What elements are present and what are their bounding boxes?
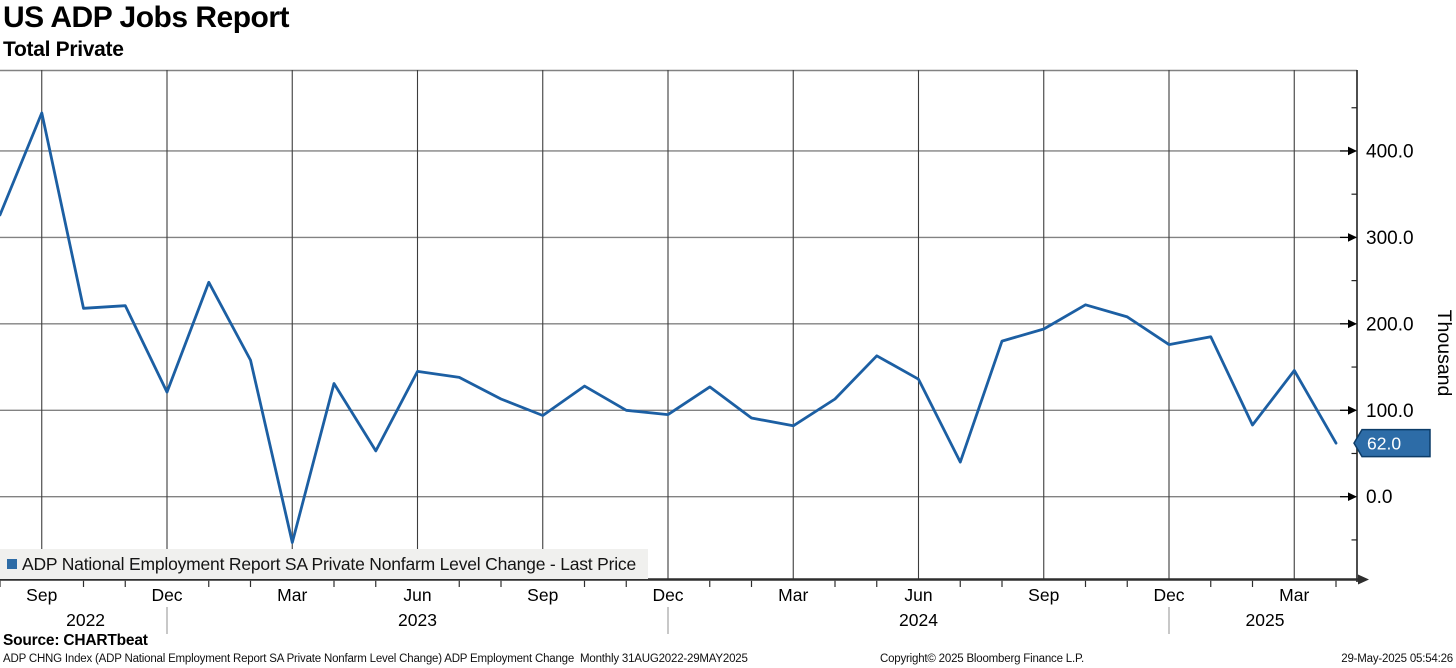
x-axis-month-label: Sep <box>26 585 57 605</box>
source-label: Source: CHARTbeat <box>3 632 148 649</box>
page-title: US ADP Jobs Report <box>3 1 290 34</box>
y-axis-tick-label: 0.0 <box>1366 487 1392 508</box>
footer-ticker-description: ADP CHNG Index (ADP National Employment … <box>3 653 748 665</box>
page-subtitle: Total Private <box>3 38 124 61</box>
x-axis-month-label: Jun <box>403 585 431 605</box>
x-axis-month-label: Dec <box>151 585 182 605</box>
x-axis-month-label: Mar <box>778 585 808 605</box>
x-axis-year-label: 2024 <box>899 610 938 630</box>
footer-copyright: Copyright© 2025 Bloomberg Finance L.P. <box>880 653 1084 665</box>
x-axis-year-label: 2022 <box>66 610 105 630</box>
legend-series-marker-icon <box>7 559 17 569</box>
y-axis-tick-label: 100.0 <box>1366 401 1414 422</box>
x-axis-month-label: Sep <box>527 585 558 605</box>
y-axis-tick-arrow-icon <box>1348 233 1357 242</box>
y-axis-tick-arrow-icon <box>1348 319 1357 329</box>
last-price-label: 62.0 <box>1367 434 1401 454</box>
x-axis-month-label: Mar <box>1279 585 1309 605</box>
x-axis-month-label: Mar <box>277 585 307 605</box>
x-axis-month-label: Jun <box>904 585 932 605</box>
x-axis-month-label: Sep <box>1028 585 1059 605</box>
chart-canvas: 0.0 100.0 200.0 300.0 400.0 Thousand Sep Dec Mar… <box>0 69 1455 634</box>
legend: ADP National Employment Report SA Privat… <box>0 549 649 579</box>
x-axis-month-label: Dec <box>1153 585 1184 605</box>
y-axis-unit-label: Thousand <box>1433 310 1455 397</box>
series-line <box>0 111 1338 544</box>
footer: ADP CHNG Index (ADP National Employment … <box>0 653 1456 668</box>
x-axis-arrow-icon <box>1358 574 1369 585</box>
x-axis-month-label: Dec <box>652 585 683 605</box>
x-axis-year-label: 2025 <box>1246 610 1285 630</box>
y-axis-tick-arrow-icon <box>1348 492 1357 501</box>
y-axis-tick-arrow-icon <box>1348 405 1357 415</box>
y-axis-tick-label: 300.0 <box>1366 228 1414 249</box>
last-price-flag <box>1353 428 1431 458</box>
footer-timestamp: 29-May-2025 05:54:26 <box>1341 653 1453 665</box>
y-axis-tick-label: 400.0 <box>1366 141 1414 162</box>
x-axis-year-label: 2023 <box>398 610 437 630</box>
legend-series-label: ADP National Employment Report SA Privat… <box>22 553 637 574</box>
y-axis-tick-arrow-icon <box>1348 146 1357 156</box>
y-axis-tick-label: 200.0 <box>1366 314 1414 335</box>
